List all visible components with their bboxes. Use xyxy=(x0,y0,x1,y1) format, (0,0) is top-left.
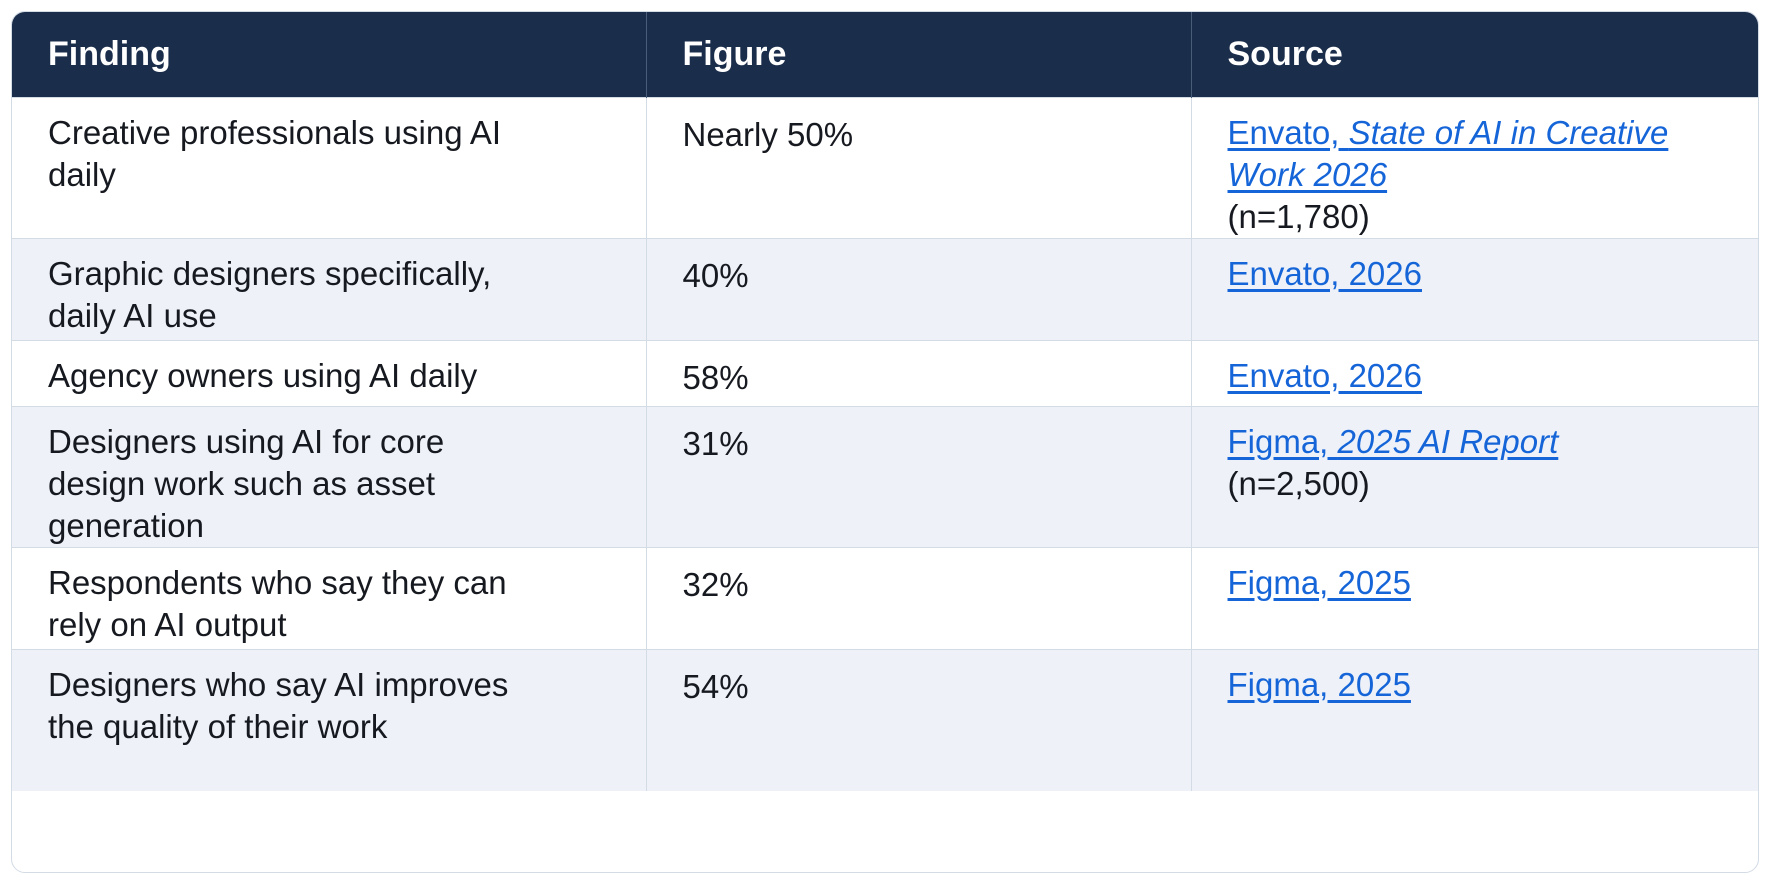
source-link[interactable]: Envato, 2026 xyxy=(1227,356,1423,394)
figure-cell: 58% xyxy=(645,339,1191,406)
figure-cell: Nearly 50% xyxy=(645,96,1191,238)
source-link[interactable]: Envato, 2026 xyxy=(1227,254,1423,292)
finding-cell: Respondents who say they can rely on AI … xyxy=(12,546,646,649)
finding-cell: Agency owners using AI daily xyxy=(12,339,646,406)
source-sample-size: (n=1,780) xyxy=(1227,197,1370,235)
finding-cell: Creative professionals using AI daily xyxy=(12,96,646,238)
source-link[interactable]: Envato, State of AI in Creative Work 202… xyxy=(1228,114,1669,193)
source-link[interactable]: Figma, 2025 xyxy=(1227,665,1411,703)
figure-cell: 32% xyxy=(645,546,1191,649)
table-header: Finding Figure Source xyxy=(12,12,1758,97)
figure-cell: 54% xyxy=(645,648,1191,791)
table-row: Respondents who say they can rely on AI … xyxy=(12,546,1758,649)
source-sample-size: (n=2,500) xyxy=(1227,464,1370,502)
finding-cell: Graphic designers specifically, daily AI… xyxy=(12,237,646,340)
figure-cell: 40% xyxy=(645,237,1191,340)
table-body: Creative professionals using AI daily Ne… xyxy=(12,96,1758,791)
table-row: Creative professionals using AI daily Ne… xyxy=(12,96,1758,238)
source-link-title: 2025 AI Report xyxy=(1337,422,1559,460)
table-row: Designers who say AI improves the qualit… xyxy=(12,648,1758,791)
figure-cell: 31% xyxy=(645,405,1191,547)
header-finding: Finding xyxy=(12,12,646,97)
source-link[interactable]: Figma, 2025 AI Report xyxy=(1228,423,1559,460)
source-link-text: Figma, xyxy=(1227,422,1338,460)
source-cell: Envato, State of AI in Creative Work 202… xyxy=(1190,96,1758,238)
source-cell: Figma, 2025 xyxy=(1190,648,1758,791)
findings-table: Finding Figure Source Creative professio… xyxy=(12,12,1758,791)
source-link-title: State of AI in Creative Work 2026 xyxy=(1227,113,1669,193)
source-cell: Envato, 2026 xyxy=(1190,237,1758,340)
table-row: Designers using AI for core design work … xyxy=(12,405,1758,547)
findings-table-container: Finding Figure Source Creative professio… xyxy=(11,11,1759,873)
finding-cell: Designers who say AI improves the qualit… xyxy=(12,648,646,791)
source-link[interactable]: Figma, 2025 xyxy=(1227,563,1411,601)
table-row: Agency owners using AI daily 58% Envato,… xyxy=(12,339,1758,406)
source-cell: Envato, 2026 xyxy=(1190,339,1758,406)
header-source: Source xyxy=(1190,12,1758,97)
header-row: Finding Figure Source xyxy=(12,12,1758,97)
source-link-text: Envato, xyxy=(1227,113,1349,151)
source-cell: Figma, 2025 AI Report (n=2,500) xyxy=(1190,405,1758,547)
header-figure: Figure xyxy=(645,12,1191,97)
source-cell: Figma, 2025 xyxy=(1190,546,1758,649)
finding-cell: Designers using AI for core design work … xyxy=(12,405,646,547)
table-row: Graphic designers specifically, daily AI… xyxy=(12,237,1758,340)
